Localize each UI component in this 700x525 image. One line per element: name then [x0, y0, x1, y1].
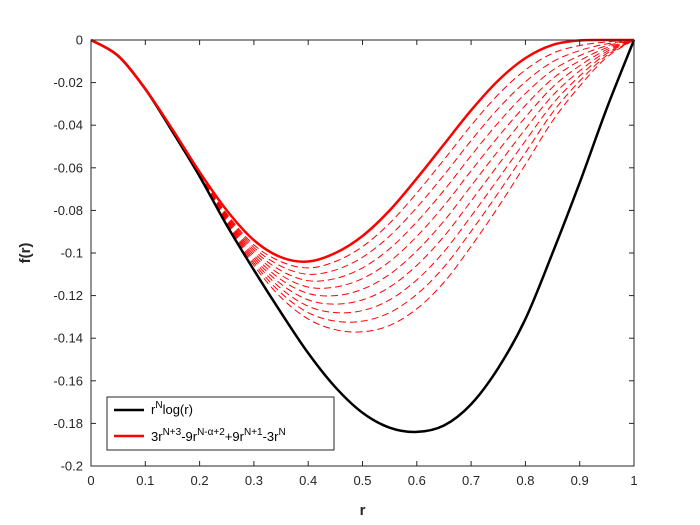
x-tick-label: 0.1 — [136, 473, 154, 488]
x-tick-label: 0 — [87, 473, 94, 488]
x-tick-label: 0.6 — [408, 473, 426, 488]
y-tick-label: -0.02 — [53, 75, 83, 90]
dashed-series-1 — [199, 39, 635, 269]
series-black-line — [90, 38, 636, 434]
dashed-series-9 — [199, 39, 635, 333]
dashed-series-8 — [199, 39, 635, 323]
x-axis-label: r — [360, 502, 366, 519]
dashed-series-3 — [199, 39, 635, 282]
dashed-series-6 — [199, 39, 635, 305]
x-tick-label: 0.4 — [299, 473, 317, 488]
plot-area — [91, 40, 634, 466]
x-tick-label: 0.3 — [245, 473, 263, 488]
y-tick-label: -0.04 — [53, 118, 83, 133]
y-tick-label: -0.1 — [61, 246, 83, 261]
x-tick-label: 1 — [630, 473, 637, 488]
y-tick-label: -0.2 — [61, 459, 83, 474]
series-layer — [90, 38, 636, 434]
series-red-line — [90, 38, 635, 263]
y-tick-label: 0 — [76, 33, 83, 48]
legend: rNlog(r) 3rN+3-9rN-α+2+9rN+1-3rN — [106, 396, 335, 451]
dashed-series-5 — [199, 39, 635, 297]
y-tick-label: -0.14 — [53, 331, 83, 346]
y-axis-label: f(r) — [17, 243, 34, 264]
x-tick-label: 0.2 — [191, 473, 209, 488]
ticks-layer: 0 0.1 0.2 0.3 0.4 0.5 0.6 0.7 0.8 0.9 1 0 -0.02 -0.04… — [53, 33, 637, 489]
y-tick-label: -0.06 — [53, 160, 83, 175]
y-tick-label: -0.08 — [53, 203, 83, 218]
y-tick-label: -0.12 — [53, 288, 83, 303]
x-tick-label: 0.8 — [516, 473, 534, 488]
x-tick-label: 0.9 — [571, 473, 589, 488]
y-tick-label: -0.18 — [53, 416, 83, 431]
y-tick-label: -0.16 — [53, 373, 83, 388]
legend-box — [106, 396, 335, 451]
x-tick-label: 0.7 — [462, 473, 480, 488]
x-tick-label: 0.5 — [353, 473, 371, 488]
dashed-series-7 — [199, 39, 635, 314]
dashed-series-2 — [199, 39, 635, 275]
